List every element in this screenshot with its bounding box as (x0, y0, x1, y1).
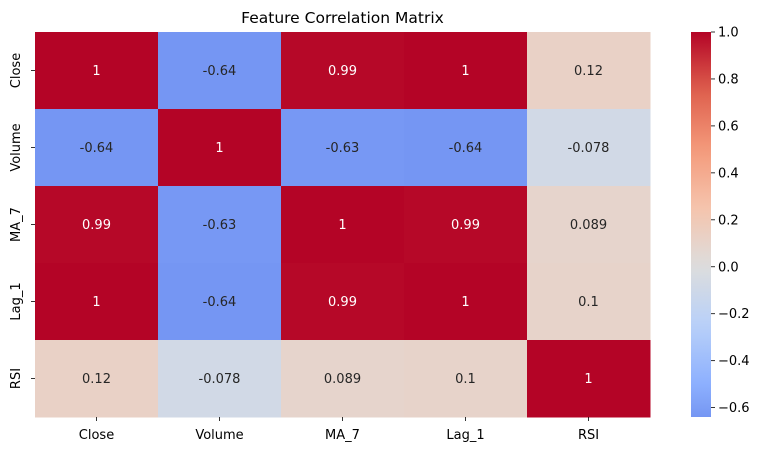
heatmap-cell (281, 32, 405, 110)
heatmap-cell (281, 186, 405, 264)
colorbar-tick-label: −0.2 (718, 307, 750, 322)
cell-value-label: 0.1 (455, 372, 476, 387)
heatmap-cell (527, 186, 651, 264)
colorbar: 1.0 0.8 0.6 0.4 0.2 0.0 −0.2 −0.4 −0.6 (691, 26, 750, 417)
colorbar-tick-label: 0.8 (718, 72, 739, 87)
cell-value-label: -0.64 (203, 295, 237, 310)
cell-value-label: 1 (215, 141, 223, 156)
heatmap-cell (281, 109, 405, 187)
heatmap-cell (35, 340, 159, 418)
cell-value-label: 1 (461, 64, 469, 79)
y-tick-label: Close (9, 53, 24, 88)
heatmap-cell (158, 109, 282, 187)
heatmap-cell (281, 263, 405, 341)
x-axis-ticks: Close Volume MA_7 Lag_1 RSI (79, 417, 599, 443)
x-tick-label: RSI (578, 428, 599, 443)
heatmap-cell (404, 186, 528, 264)
cell-value-label: -0.63 (203, 218, 237, 233)
y-axis-ticks: Close Volume MA_7 Lag_1 RSI (9, 53, 35, 389)
heatmap-cell (35, 263, 159, 341)
heatmap-cell (404, 109, 528, 187)
cell-value-label: 0.089 (570, 218, 607, 233)
cell-value-label: 1 (92, 64, 100, 79)
x-tick-label: Lag_1 (446, 428, 484, 443)
cell-value-label: 1 (461, 295, 469, 310)
x-tick-label: MA_7 (325, 428, 360, 443)
y-tick-label: MA_7 (9, 207, 24, 242)
colorbar-tick-label: −0.4 (718, 354, 750, 369)
heatmap-cell (404, 340, 528, 418)
colorbar-tick-label: 0.2 (718, 213, 739, 228)
colorbar-tick-label: −0.6 (718, 401, 750, 416)
heatmap-cell (35, 109, 159, 187)
cell-value-label: 0.99 (82, 218, 111, 233)
cell-value-label: 0.99 (328, 295, 357, 310)
cell-value-label: 0.12 (574, 64, 603, 79)
heatmap-cell (35, 32, 159, 110)
heatmap-cell (35, 186, 159, 264)
heatmap-cell (527, 340, 651, 418)
cell-value-label: 1 (92, 295, 100, 310)
heatmap-cell (404, 263, 528, 341)
heatmap-cell (158, 340, 282, 418)
colorbar-gradient (691, 32, 711, 417)
x-tick-label: Volume (195, 428, 243, 443)
chart-title: Feature Correlation Matrix (241, 9, 444, 27)
y-tick-label: Lag_1 (9, 282, 24, 320)
cell-value-label: -0.078 (199, 372, 241, 387)
cell-value-label: -0.078 (568, 141, 610, 156)
heatmap-cell (158, 32, 282, 110)
cell-value-label: 0.1 (578, 295, 599, 310)
x-tick-label: Close (79, 428, 114, 443)
heatmap-cell (527, 109, 651, 187)
heatmap-cell (527, 263, 651, 341)
cell-value-label: 0.089 (324, 372, 361, 387)
y-tick-label: Volume (9, 123, 24, 171)
heatmap-cell (404, 32, 528, 110)
cell-value-label: 0.12 (82, 372, 111, 387)
cell-value-label: -0.64 (449, 141, 483, 156)
heatmap-cell (527, 32, 651, 110)
heatmap-cells: 1 -0.64 0.99 1 0.12 -0.64 1 -0.63 -0.64 -0.078 0.9… (35, 32, 651, 418)
y-tick-label: RSI (9, 368, 24, 389)
cell-value-label: -0.64 (203, 64, 237, 79)
heatmap-cell (158, 186, 282, 264)
cell-value-label: 1 (338, 218, 346, 233)
colorbar-tick-label: 0.6 (718, 119, 739, 134)
colorbar-tick-label: 1.0 (718, 26, 739, 41)
heatmap-cell (158, 263, 282, 341)
cell-value-label: 0.99 (451, 218, 480, 233)
heatmap-cell (281, 340, 405, 418)
cell-value-label: 1 (584, 372, 592, 387)
cell-value-label: -0.63 (326, 141, 360, 156)
cell-value-label: 0.99 (328, 64, 357, 79)
colorbar-tick-label: 0.4 (718, 166, 739, 181)
colorbar-tick-label: 0.0 (718, 260, 739, 275)
cell-value-label: -0.64 (80, 141, 114, 156)
